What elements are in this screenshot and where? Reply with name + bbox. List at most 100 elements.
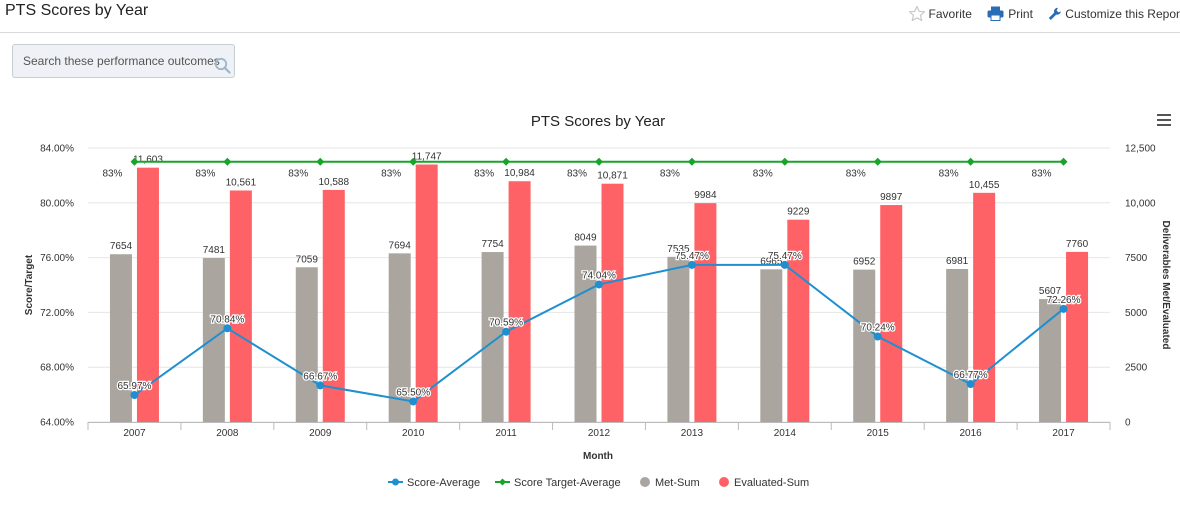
evaluated-sum-bar: [415, 164, 438, 422]
x-tick-label: 2013: [681, 428, 704, 439]
met-sum-bar: [295, 267, 318, 422]
y-left-tick-label: 84.00%: [40, 144, 74, 155]
score-average-marker: [687, 260, 696, 269]
evaluated-sum-bar: [1066, 251, 1089, 422]
hamburger-menu-icon[interactable]: [1157, 114, 1171, 126]
wrench-icon: [1049, 7, 1062, 20]
score-target-label: 83%: [660, 169, 680, 180]
y-left-tick-label: 68.00%: [40, 363, 74, 374]
chart-container: PTS Scores by Year 64.00% 68.00% 72.00% 76.0…: [0, 96, 1180, 505]
evaluated-sum-bar: [973, 192, 996, 422]
score-average-label: 70.24%: [861, 323, 895, 334]
y-right-axis-title: Deliverables Met/Evaluated: [1160, 221, 1171, 350]
score-target-label: 83%: [753, 169, 773, 180]
met-sum-label: 8049: [574, 233, 597, 244]
met-sum-label: 7754: [481, 239, 504, 250]
x-tick-label: 2009: [309, 428, 332, 439]
met-sum-bar: [388, 253, 411, 422]
legend-label: Evaluated-Sum: [734, 477, 809, 489]
report-actions: Favorite Print Customize this Repor: [897, 5, 1180, 22]
chart: PTS Scores by Year 64.00% 68.00% 72.00% 76.0…: [24, 113, 1171, 489]
chart-title: PTS Scores by Year: [531, 113, 665, 130]
evaluated-sum-label: 9229: [787, 207, 810, 218]
score-average-marker: [223, 324, 232, 333]
y-right-tick-label: 10,000: [1125, 198, 1156, 209]
score-target-marker: [1059, 157, 1068, 166]
x-tick-label: 2010: [402, 428, 425, 439]
score-average-label: 66.67%: [303, 371, 337, 382]
score-average-marker: [502, 327, 511, 336]
score-average-marker: [873, 332, 882, 341]
met-sum-label: 7481: [203, 245, 226, 256]
legend-item[interactable]: Evaluated-Sum: [719, 477, 809, 489]
met-sum-label: 7654: [110, 241, 133, 252]
score-target-marker: [409, 157, 418, 166]
score-average-marker: [130, 391, 139, 400]
met-sum-label: 6981: [946, 256, 969, 267]
print-button[interactable]: Print: [987, 6, 1033, 21]
evaluated-sum-bar: [322, 189, 345, 422]
legend-symbol: [640, 477, 650, 487]
evaluated-sum-label: 10,588: [318, 177, 349, 188]
evaluated-sum-bar: [136, 167, 159, 422]
y-left-tick-label: 72.00%: [40, 308, 74, 319]
favorite-label: Favorite: [928, 7, 972, 21]
y-right-tick-label: 0: [1125, 418, 1131, 429]
met-sum-label: 7535: [667, 244, 690, 255]
printer-icon: [987, 6, 1004, 21]
score-target-label: 83%: [195, 169, 215, 180]
evaluated-sum-bar: [601, 183, 624, 422]
score-average-marker: [316, 381, 325, 390]
search-input[interactable]: [13, 45, 223, 77]
score-target-marker: [130, 157, 139, 166]
customize-label: Customize this Repor: [1065, 7, 1180, 21]
x-tick-label: 2016: [960, 428, 983, 439]
score-average-label: 74.04%: [582, 270, 616, 281]
score-average-marker: [595, 280, 603, 289]
evaluated-sum-label: 9897: [880, 192, 903, 203]
y-left-axis-title: Score/Target: [24, 254, 35, 315]
legend-item[interactable]: Met-Sum: [640, 477, 700, 489]
x-axis-title: Month: [583, 451, 613, 462]
print-label: Print: [1008, 7, 1033, 21]
y-right-tick-label: 12,500: [1125, 144, 1156, 155]
score-target-marker: [780, 157, 789, 166]
score-average-label: 65.97%: [117, 381, 151, 392]
legend-symbol: [719, 477, 729, 487]
evaluated-sum-label: 10,455: [969, 180, 1000, 191]
x-tick-label: 2011: [495, 428, 517, 439]
score-average-label: 66.77%: [954, 370, 988, 381]
met-sum-label: 6965: [760, 256, 783, 267]
x-tick-label: 2015: [867, 428, 890, 439]
score-target-marker: [595, 157, 603, 166]
page-title: PTS Scores by Year: [5, 2, 149, 19]
met-sum-label: 5607: [1039, 286, 1062, 297]
met-sum-label: 6952: [853, 257, 876, 268]
score-target-label: 83%: [288, 169, 308, 180]
evaluated-sum-bar: [880, 205, 903, 422]
score-target-label: 83%: [567, 169, 587, 180]
y-right-tick-label: 7500: [1125, 253, 1148, 264]
search-icon[interactable]: [214, 57, 231, 74]
evaluated-sum-label: 11,747: [412, 152, 442, 163]
met-sum-bar: [574, 245, 597, 422]
legend-label: Met-Sum: [655, 477, 700, 489]
score-target-label: 83%: [474, 169, 494, 180]
evaluated-sum-label: 9984: [694, 190, 717, 201]
met-sum-bar: [760, 269, 783, 422]
evaluated-sum-bar: [694, 203, 717, 422]
customize-report-button[interactable]: Customize this Repor: [1048, 7, 1180, 21]
legend-item[interactable]: Score Target-Average: [495, 477, 621, 489]
score-average-label: 70.59%: [489, 318, 523, 329]
legend-symbol: [392, 478, 399, 486]
favorite-button[interactable]: Favorite: [907, 5, 972, 22]
legend-item[interactable]: Score-Average: [388, 477, 480, 489]
score-target-label: 83%: [939, 169, 959, 180]
score-average-label: 75.47%: [768, 251, 802, 262]
star-icon: [907, 5, 926, 22]
search-box: [12, 44, 235, 78]
score-target-marker: [966, 157, 975, 166]
evaluated-sum-label: 7760: [1066, 239, 1089, 250]
score-target-label: 83%: [381, 169, 401, 180]
score-target-label: 83%: [1032, 169, 1052, 180]
